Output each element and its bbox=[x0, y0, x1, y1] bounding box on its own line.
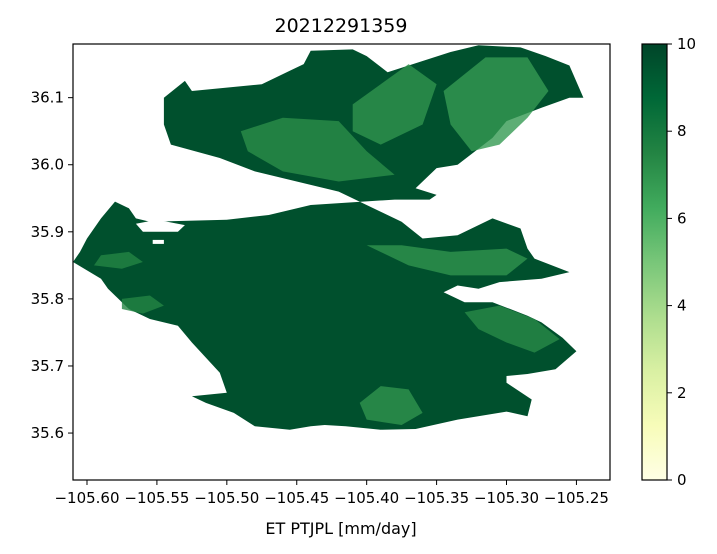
colorbar-tick-label: 2 bbox=[677, 384, 687, 402]
colorbar-tick-label: 8 bbox=[677, 122, 687, 140]
y-tick-label: 35.7 bbox=[31, 357, 64, 375]
patch-2 bbox=[240, 117, 395, 182]
patch-7 bbox=[121, 295, 164, 314]
y-tick-label: 36.0 bbox=[31, 156, 64, 174]
nodata-hole-2 bbox=[152, 239, 164, 244]
patch-4 bbox=[464, 305, 560, 353]
colorbar-tick-label: 4 bbox=[677, 297, 687, 315]
x-tick-label: −105.55 bbox=[124, 489, 189, 507]
nodata-hole-1 bbox=[198, 199, 241, 211]
x-tick-label: −105.25 bbox=[544, 489, 609, 507]
patch-0 bbox=[352, 64, 437, 145]
x-axis-label: ET PTJPL [mm/day] bbox=[265, 519, 416, 538]
region-north-lobe bbox=[73, 45, 584, 430]
x-tick-label: −105.30 bbox=[474, 489, 539, 507]
y-tick-label: 35.8 bbox=[31, 290, 64, 308]
x-tick-label: −105.40 bbox=[334, 489, 399, 507]
x-tick-label: −105.35 bbox=[404, 489, 469, 507]
y-axis: 35.6 35.7 35.8 35.9 36.0 36.1 bbox=[31, 89, 73, 442]
x-tick-label: −105.45 bbox=[264, 489, 329, 507]
x-tick-label: −105.60 bbox=[54, 489, 119, 507]
x-axis: −105.60 −105.55 −105.50 −105.45 −105.40 −105.… bbox=[54, 480, 609, 507]
nodata-hole-0 bbox=[135, 219, 185, 232]
x-tick-label: −105.50 bbox=[194, 489, 259, 507]
colorbar-axis: 0 2 4 6 8 10 bbox=[667, 35, 696, 489]
y-tick-label: 35.6 bbox=[31, 424, 64, 442]
colorbar bbox=[641, 43, 668, 481]
y-tick-label: 35.9 bbox=[31, 223, 64, 241]
plot-frame bbox=[72, 43, 611, 481]
patch-3 bbox=[366, 245, 528, 276]
colorbar-tick-label: 6 bbox=[677, 209, 687, 227]
y-tick-label: 36.1 bbox=[31, 89, 64, 107]
heatmap-layer bbox=[73, 45, 584, 430]
colorbar-tick-label: 10 bbox=[677, 35, 696, 53]
patch-6 bbox=[94, 251, 143, 269]
chart-title: 20212291359 bbox=[275, 15, 408, 37]
patch-5 bbox=[359, 386, 423, 425]
patch-1 bbox=[443, 57, 549, 152]
colorbar-tick-label: 0 bbox=[677, 471, 687, 489]
